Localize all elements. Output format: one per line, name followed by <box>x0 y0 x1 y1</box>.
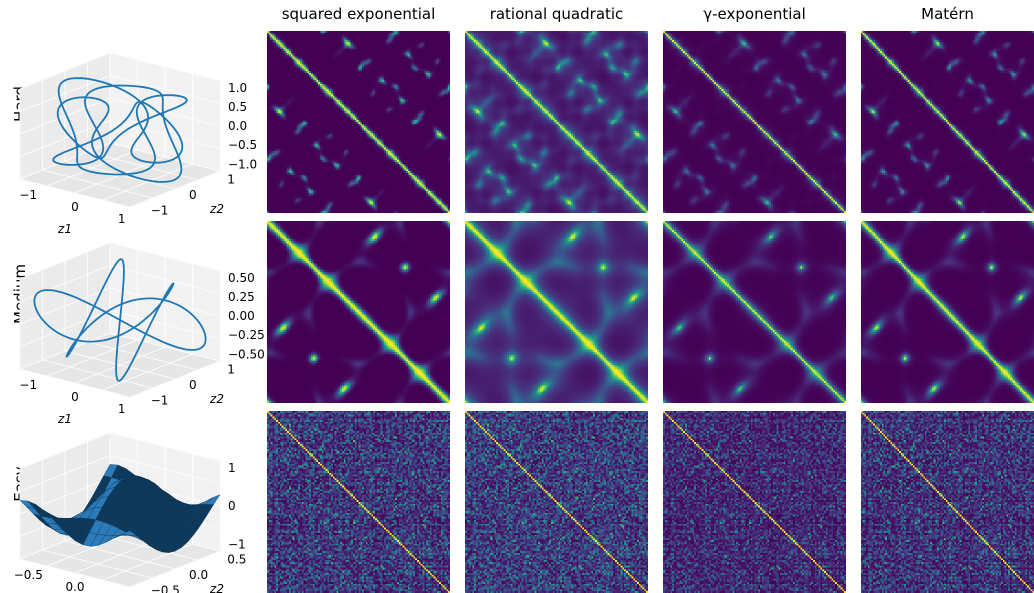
surface <box>19 464 221 553</box>
x-tick-label: −1 <box>19 378 37 392</box>
y-tick-label: 1 <box>227 173 235 187</box>
z-tick-label: 1 <box>228 461 236 475</box>
z-tick-label: 0 <box>228 499 236 513</box>
z-tick-label: 0.0 <box>228 119 247 133</box>
z-tick-label: 1.0 <box>228 81 247 95</box>
heatmap-easy-sqexp <box>267 411 450 593</box>
y-tick-label: −0.5 <box>151 583 180 593</box>
z-tick-label: 0.25 <box>228 290 255 304</box>
x-axis-label: z1 <box>57 222 72 236</box>
y-axis-label: z2 <box>209 392 224 406</box>
z-tick-label: −0.25 <box>228 328 265 342</box>
z-tick-label: −0.5 <box>228 138 257 152</box>
curve-line <box>33 258 207 382</box>
z-tick-label: −1 <box>228 537 246 551</box>
y-tick-label: 1 <box>227 363 235 377</box>
y-tick-label: 0.5 <box>227 553 246 567</box>
heatmap-easy-ratquad <box>465 411 648 593</box>
heatmap-hard-gammaexp <box>663 31 846 213</box>
y-tick-label: 0 <box>189 188 197 202</box>
x-tick-label: 0 <box>71 200 79 214</box>
plot3d-easy: −0.50.00.5−0.50.00.510−1z1z2z3 <box>14 432 295 593</box>
x-tick-label: 0.5 <box>112 592 131 593</box>
curve-line <box>52 77 188 183</box>
y-tick-label: −1 <box>151 203 169 217</box>
column-title-gamma-exponential: γ-exponential <box>703 5 806 23</box>
heatmap-hard-matern <box>861 31 1034 213</box>
column-title-matern: Matérn <box>921 5 974 23</box>
z-tick-label: 0.5 <box>228 100 247 114</box>
x-tick-label: 0.0 <box>65 580 84 593</box>
x-tick-label: 1 <box>118 212 126 226</box>
z-tick-label: 0.50 <box>228 271 255 285</box>
y-tick-label: 0.0 <box>189 568 208 582</box>
y-tick-label: 0 <box>189 378 197 392</box>
heatmap-easy-matern <box>861 411 1034 593</box>
x-tick-label: 1 <box>118 402 126 416</box>
heatmap-medium-ratquad <box>465 221 648 403</box>
y-axis-label: z2 <box>209 202 224 216</box>
x-axis-label: z1 <box>57 412 72 426</box>
column-title-squared-exponential: squared exponential <box>281 5 436 23</box>
heatmap-medium-sqexp <box>267 221 450 403</box>
heatmap-hard-ratquad <box>465 31 648 213</box>
x-tick-label: −0.5 <box>14 568 43 582</box>
heatmap-hard-sqexp <box>267 31 450 213</box>
column-title-rational-quadratic: rational quadratic <box>489 5 624 23</box>
y-tick-label: −1 <box>151 393 169 407</box>
z-tick-label: −0.50 <box>228 347 265 361</box>
heatmap-easy-gammaexp <box>663 411 846 593</box>
heatmap-medium-matern <box>861 221 1034 403</box>
z-tick-label: −1.0 <box>228 157 257 171</box>
y-axis-label: z2 <box>209 582 224 593</box>
z-tick-label: 0.00 <box>228 309 255 323</box>
x-tick-label: −1 <box>19 188 37 202</box>
x-tick-label: 0 <box>71 390 79 404</box>
heatmap-medium-gammaexp <box>663 221 846 403</box>
